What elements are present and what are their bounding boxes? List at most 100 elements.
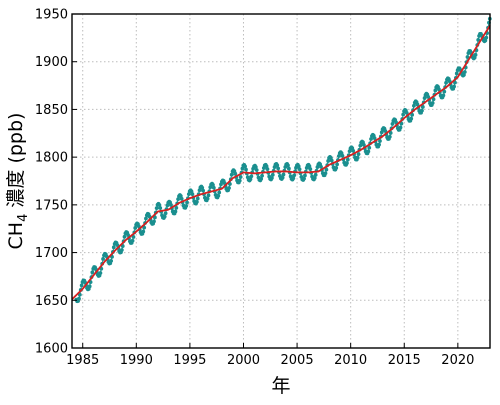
monthly-point	[126, 233, 130, 237]
monthly-point	[211, 185, 216, 190]
monthly-point	[281, 172, 286, 177]
monthly-point	[253, 165, 258, 169]
monthly-point	[291, 176, 296, 181]
monthly-point	[264, 164, 269, 168]
monthly-point	[404, 111, 409, 115]
monthly-point	[377, 142, 381, 147]
monthly-point	[119, 248, 124, 252]
monthly-point	[319, 164, 323, 169]
monthly-point	[136, 224, 141, 229]
monthly-point	[420, 105, 425, 109]
monthly-point	[142, 225, 147, 230]
monthly-point	[454, 71, 459, 76]
monthly-point	[152, 219, 156, 224]
monthly-point	[462, 72, 466, 77]
monthly-point	[340, 153, 345, 158]
monthly-point	[122, 234, 127, 239]
monthly-point	[109, 258, 114, 263]
monthly-point	[243, 164, 247, 169]
monthly-point	[378, 139, 382, 143]
x-tick-label: 1995	[173, 353, 206, 368]
y-tick-label: 1800	[35, 151, 68, 166]
monthly-point	[409, 116, 414, 121]
monthly-point	[462, 70, 467, 74]
y-axis-title: CH4 濃度 (ppb)	[5, 113, 31, 250]
monthly-point	[379, 130, 384, 135]
monthly-point	[163, 211, 168, 216]
monthly-point	[90, 270, 95, 275]
monthly-point	[412, 103, 416, 108]
monthly-point	[355, 155, 360, 160]
monthly-point	[367, 145, 372, 150]
y-tick-label: 1650	[35, 294, 68, 309]
monthly-point	[312, 176, 317, 180]
monthly-point	[390, 122, 395, 126]
monthly-point	[259, 177, 264, 181]
monthly-point	[324, 167, 329, 172]
y-tick-label: 1750	[35, 198, 68, 213]
x-tick-label: 2020	[441, 353, 474, 368]
monthly-point	[133, 226, 138, 230]
monthly-point	[453, 80, 457, 85]
monthly-point	[131, 235, 136, 239]
monthly-point	[383, 129, 388, 133]
monthly-point	[184, 204, 189, 208]
monthly-point	[351, 148, 356, 153]
monthly-point	[216, 193, 221, 198]
monthly-point	[249, 174, 254, 179]
x-tick-label: 2005	[281, 353, 314, 368]
monthly-point	[394, 120, 398, 125]
x-axis-title: 年	[271, 375, 290, 397]
monthly-point	[176, 197, 181, 202]
monthly-point	[79, 283, 84, 288]
monthly-point	[173, 209, 178, 214]
monthly-point	[87, 284, 92, 289]
monthly-point	[345, 161, 349, 165]
monthly-point	[444, 80, 448, 85]
monthly-point	[280, 175, 285, 180]
monthly-series-line	[75, 18, 491, 302]
monthly-point	[144, 216, 148, 221]
monthly-point	[334, 165, 339, 170]
monthly-point	[483, 38, 488, 43]
monthly-point	[398, 125, 403, 130]
monthly-point	[452, 84, 456, 89]
y-axis-title-main: CH	[5, 222, 27, 250]
monthly-point	[260, 173, 264, 178]
monthly-point	[356, 152, 361, 157]
monthly-point	[154, 206, 159, 211]
monthly-series-points	[74, 16, 492, 304]
monthly-point	[248, 177, 253, 182]
monthly-point	[185, 200, 189, 205]
monthly-point	[415, 102, 420, 107]
monthly-point	[329, 158, 334, 163]
x-tick-label: 2010	[334, 353, 367, 368]
monthly-point	[240, 166, 245, 171]
monthly-point	[399, 121, 404, 126]
monthly-point	[141, 229, 146, 234]
grid	[72, 14, 490, 348]
monthly-point	[269, 176, 274, 180]
monthly-point	[442, 89, 447, 94]
y-tick-label: 1900	[35, 55, 68, 70]
monthly-point	[420, 108, 424, 113]
axis-ticks: 1985 1990 1995 2000 2005 2010 2015 2020 1600 1650…	[35, 8, 474, 369]
monthly-point	[179, 196, 184, 201]
monthly-point	[358, 143, 363, 148]
monthly-point	[238, 175, 243, 179]
y-tick-label: 1950	[35, 8, 68, 23]
monthly-point	[297, 167, 302, 172]
monthly-point	[237, 178, 242, 183]
monthly-point	[484, 35, 489, 40]
monthly-point	[431, 97, 436, 102]
monthly-point	[186, 192, 191, 197]
plot-frame	[71, 13, 491, 349]
monthly-point	[335, 162, 339, 167]
monthly-point	[227, 186, 231, 190]
monthly-point	[206, 193, 211, 198]
monthly-point	[303, 173, 307, 178]
monthly-point	[347, 149, 352, 154]
monthly-point	[169, 203, 173, 207]
monthly-point	[323, 171, 328, 176]
